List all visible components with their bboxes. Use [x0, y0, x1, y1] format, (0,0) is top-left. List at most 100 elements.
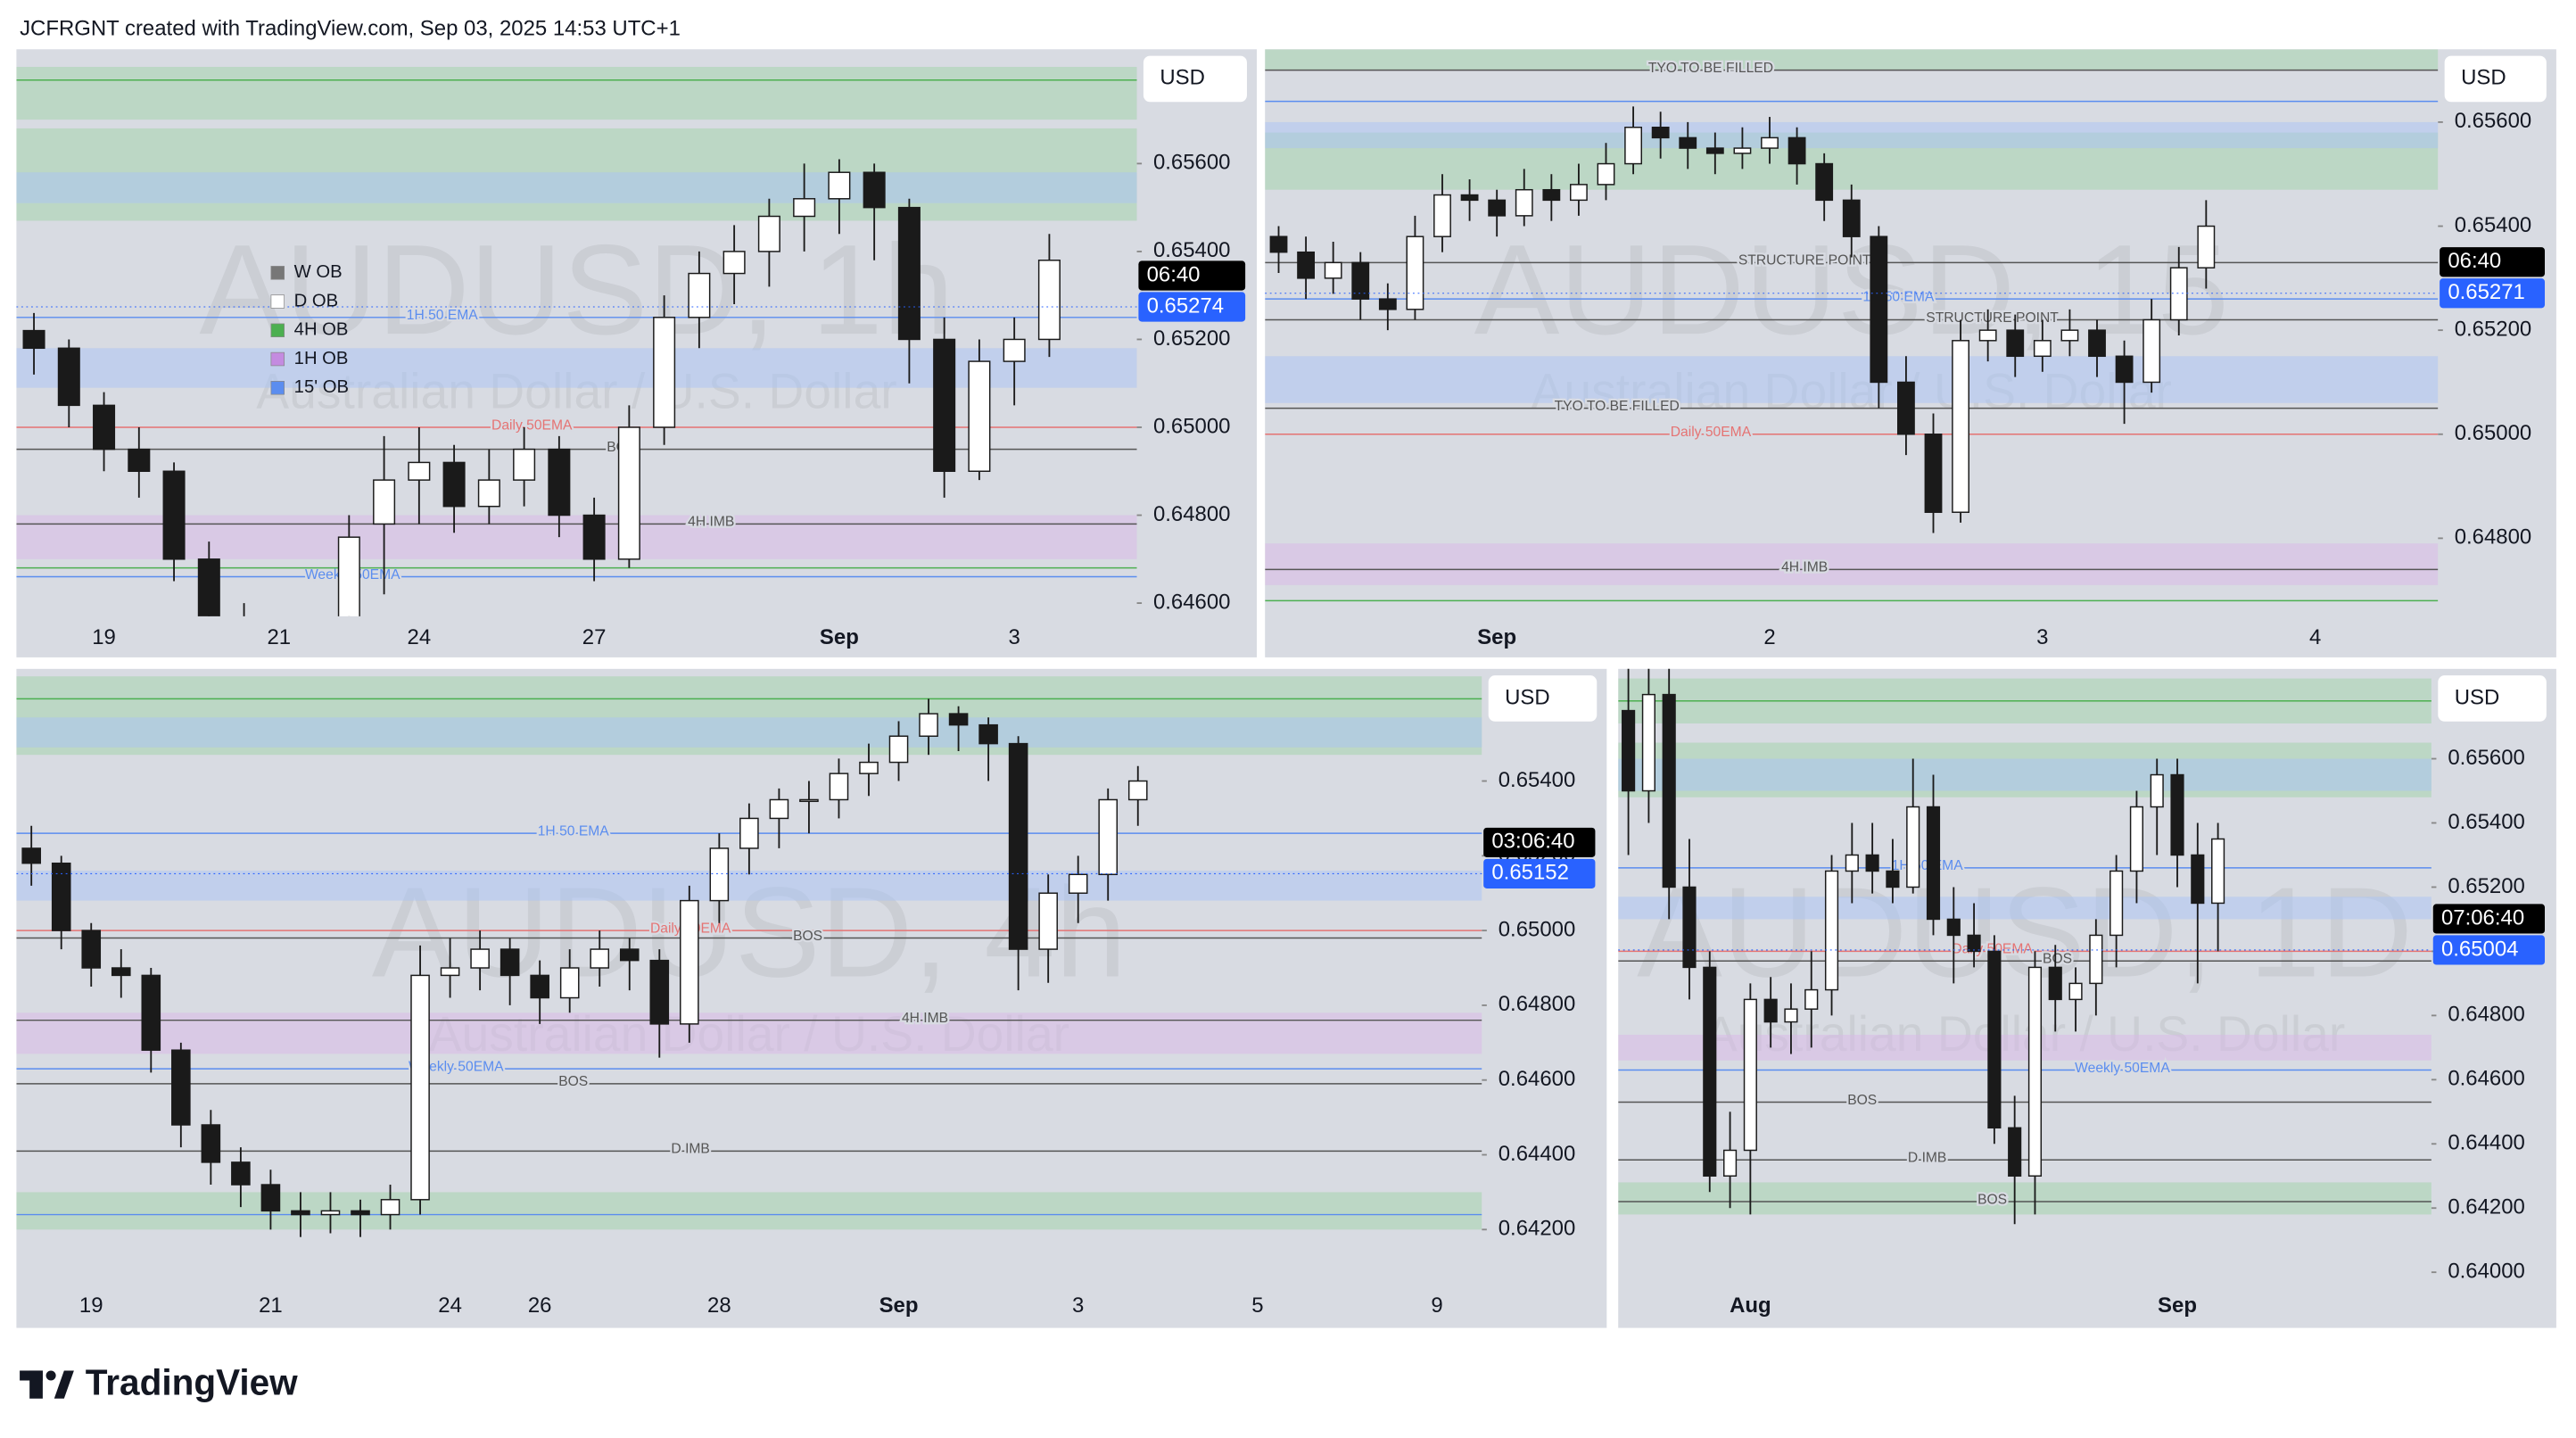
candle-body	[888, 735, 909, 764]
currency-label: USD	[2455, 685, 2500, 709]
footer-brand: TradingView	[86, 1362, 298, 1403]
candle-body	[2008, 1127, 2022, 1177]
currency-box	[1488, 675, 1598, 722]
candle-body	[548, 448, 571, 517]
candle-body	[619, 948, 640, 962]
candle-body	[2211, 838, 2225, 905]
candle-body	[408, 461, 431, 481]
y-tick-label: 0.64800	[1153, 502, 1231, 526]
candle-body	[933, 338, 956, 473]
candle-body	[1845, 854, 1859, 872]
candle-body	[2170, 773, 2184, 856]
plot-area: AUDUSD, 4hAustralian Dollar / U.S. Dolla…	[16, 676, 1482, 1237]
header: JCFRGNT created with TradingView.com, Se…	[20, 16, 681, 40]
candle-body	[93, 404, 116, 450]
candle-body	[1703, 966, 1717, 1177]
currency-label: USD	[2461, 66, 2506, 90]
candle-body	[1324, 261, 1342, 279]
candle-body	[653, 317, 676, 428]
order-block-zone	[16, 1012, 1482, 1054]
candle-body	[380, 1199, 400, 1216]
legend-label: 4H OB	[294, 320, 349, 340]
plot-area: AUDUSD, 15Australian Dollar / U.S. Dolla…	[1265, 49, 2439, 602]
candle-body	[111, 967, 131, 977]
y-tick-label: 0.64200	[2448, 1195, 2525, 1219]
candle-body	[1978, 329, 1997, 342]
order-block-zone	[1618, 1182, 2432, 1215]
currency-label: USD	[1160, 66, 1205, 90]
y-tick-label: 0.65200	[1153, 326, 1231, 351]
candle-body	[2060, 329, 2079, 342]
y-tick-label: 0.64000	[2448, 1260, 2525, 1284]
legend-label: W OB	[294, 262, 343, 282]
y-tick-label: 0.65000	[1153, 414, 1231, 438]
candle-body	[688, 272, 711, 318]
chart-panel: AUDUSD, 15Australian Dollar / U.S. Dolla…	[1265, 49, 2556, 657]
candle-body	[617, 426, 640, 560]
candle-body	[2068, 982, 2083, 1001]
level-label: BOS	[1847, 1093, 1877, 1108]
candle-body	[337, 536, 360, 616]
candle-body	[1743, 998, 1757, 1152]
candle-body	[1624, 126, 1642, 165]
order-block-zone	[16, 717, 1482, 748]
order-block-zone	[1265, 121, 2439, 149]
level-label: BOS	[1977, 1192, 2007, 1207]
candle-body	[128, 448, 151, 473]
candle-body	[582, 514, 606, 560]
candle-body	[1003, 338, 1026, 362]
candle-body	[1662, 693, 1676, 888]
x-tick-label: 2	[1763, 625, 1775, 649]
order-block-zone	[1265, 49, 2439, 70]
candle-body	[1926, 806, 1941, 921]
x-tick-label: 21	[268, 625, 292, 649]
level-label: TYO TO BE FILLED	[1555, 399, 1680, 414]
candle-body	[1705, 147, 1724, 154]
x-tick-label: Sep	[820, 625, 859, 649]
candle-body	[828, 171, 851, 200]
candle-body	[513, 448, 536, 481]
y-tick-label: 0.64400	[2448, 1131, 2525, 1155]
candle-body	[2089, 934, 2103, 985]
order-block-zone	[16, 1192, 1482, 1230]
y-tick-label: 0.65600	[2455, 109, 2532, 133]
candle-body	[1037, 260, 1061, 341]
candle-body	[1733, 147, 1752, 154]
candle-body	[1679, 136, 1697, 149]
candle-body	[793, 198, 816, 218]
countdown-tag	[1138, 260, 1246, 291]
candle-body	[81, 930, 102, 969]
candle-body	[919, 713, 938, 737]
candle-body	[1622, 709, 1636, 792]
last-price-tag	[1138, 292, 1246, 322]
level-label: Daily 50EMA	[1671, 425, 1752, 440]
candle-body	[22, 329, 45, 350]
candle-body	[162, 470, 186, 560]
last-price-label: 0.65274	[1147, 293, 1225, 318]
currency-box	[2438, 675, 2547, 722]
x-tick-label: 24	[438, 1293, 462, 1318]
candle-body	[2006, 329, 2025, 358]
level-label: BOS	[2043, 952, 2072, 967]
y-tick-label: 0.65400	[1153, 238, 1231, 262]
candle-body	[1641, 693, 1655, 792]
candle-body	[470, 948, 490, 969]
candle-body	[2143, 318, 2161, 384]
chart-panel: AUDUSD, 4hAustralian Dollar / U.S. Dolla…	[16, 668, 1607, 1328]
candle-body	[291, 1210, 310, 1216]
candle-body	[757, 215, 780, 252]
y-tick-label: 0.65400	[2448, 810, 2525, 834]
candle-body	[530, 974, 549, 999]
last-price-tag	[2440, 278, 2546, 309]
level-label: STRUCTURE POINT	[1926, 310, 2059, 326]
x-tick-label: 3	[1008, 625, 1020, 649]
legend-swatch	[270, 294, 285, 309]
candle-body	[1722, 1149, 1738, 1177]
x-tick-label: 21	[259, 1293, 283, 1318]
candle-body	[1842, 199, 1861, 237]
candle-body	[2169, 267, 2188, 321]
x-tick-label: Sep	[879, 1293, 919, 1318]
y-tick-label: 0.64800	[1499, 992, 1576, 1016]
